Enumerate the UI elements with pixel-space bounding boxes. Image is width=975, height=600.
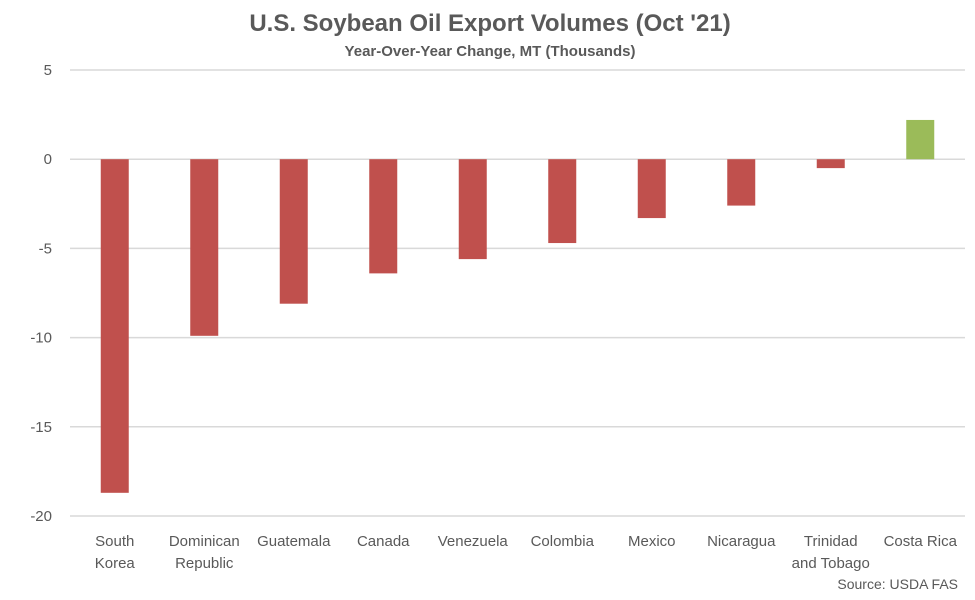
x-category-label-line: Costa Rica — [884, 533, 958, 550]
x-category-label: Canada — [357, 533, 410, 550]
x-category-label: Colombia — [531, 533, 595, 550]
chart-subtitle: Year-Over-Year Change, MT (Thousands) — [345, 43, 636, 60]
bar — [100, 159, 129, 493]
x-category-label-line: South — [95, 533, 134, 550]
chart-title: U.S. Soybean Oil Export Volumes (Oct '21… — [249, 10, 730, 37]
bar — [458, 159, 487, 260]
x-axis-labels: South Korea Dominican Republic Guatemala Cana… — [95, 533, 958, 572]
y-tick-label: -20 — [30, 508, 52, 525]
x-category-label: South Korea — [95, 533, 136, 572]
bar — [279, 159, 308, 304]
x-category-label: Guatemala — [257, 533, 331, 550]
y-tick-label: 0 — [44, 151, 52, 168]
x-category-label-line: Korea — [95, 555, 136, 572]
bars — [100, 119, 935, 493]
x-category-label-line: Republic — [175, 555, 234, 572]
x-category-label: Trinidad and Tobago — [792, 533, 870, 572]
bar — [816, 159, 845, 169]
x-category-label-line: Trinidad — [804, 533, 858, 550]
x-category-label-line: Dominican — [169, 533, 240, 550]
x-category-label-line: Colombia — [531, 533, 595, 550]
gridlines — [70, 69, 965, 517]
x-category-label: Mexico — [628, 533, 676, 550]
y-tick-label: -10 — [30, 330, 52, 347]
y-tick-label: -5 — [39, 240, 52, 257]
bar — [369, 159, 398, 274]
x-category-label: Costa Rica — [884, 533, 958, 550]
x-category-label-line: Nicaragua — [707, 533, 776, 550]
y-tick-label: 5 — [44, 62, 52, 79]
x-category-label-line: Canada — [357, 533, 410, 550]
x-category-label: Venezuela — [438, 533, 509, 550]
bar — [727, 159, 756, 206]
bar — [190, 159, 219, 336]
y-axis-ticks: 5 0 -5 -10 -15 -20 — [30, 62, 52, 525]
bar — [906, 119, 935, 160]
x-category-label-line: Mexico — [628, 533, 676, 550]
x-category-label: Nicaragua — [707, 533, 776, 550]
y-tick-label: -15 — [30, 419, 52, 436]
bar — [548, 159, 577, 244]
source-note: Source: USDA FAS — [837, 576, 958, 592]
x-category-label-line: and Tobago — [792, 555, 870, 572]
bar — [637, 159, 666, 219]
x-category-label-line: Venezuela — [438, 533, 509, 550]
x-category-label: Dominican Republic — [169, 533, 240, 572]
x-category-label-line: Guatemala — [257, 533, 331, 550]
